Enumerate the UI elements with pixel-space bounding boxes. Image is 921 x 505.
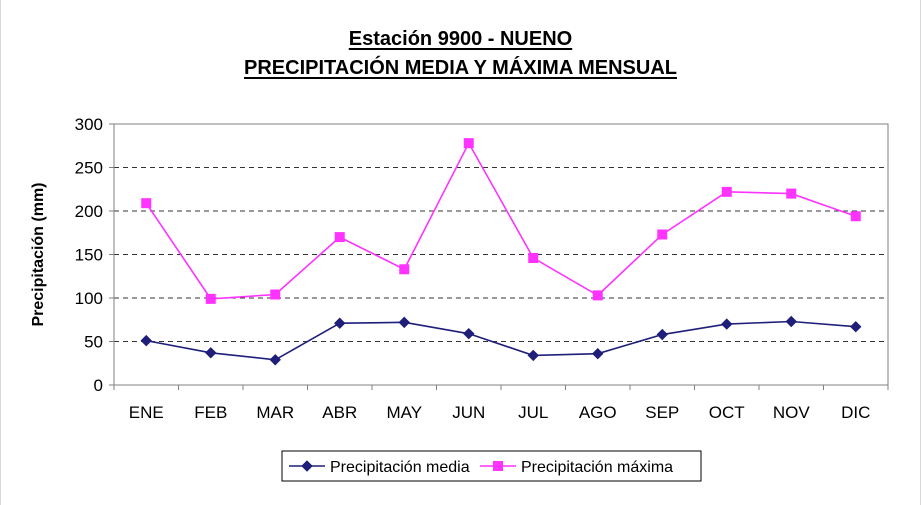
data-point bbox=[850, 321, 862, 333]
x-axis-ticks: ENE FEB MAR ABR MAY JUN JUL AGO SEP OCT NOV DIC bbox=[113, 385, 889, 422]
data-point bbox=[463, 138, 474, 149]
legend-label: Precipitación media bbox=[330, 459, 470, 476]
data-point bbox=[721, 318, 733, 330]
data-point bbox=[592, 347, 604, 360]
series-line bbox=[146, 320, 856, 361]
data-point bbox=[270, 289, 281, 300]
y-tick-label: 0 bbox=[94, 376, 103, 395]
x-tick-label: JUN bbox=[452, 403, 485, 422]
data-point bbox=[785, 315, 797, 328]
gridlines bbox=[114, 167, 888, 342]
data-point bbox=[399, 264, 410, 275]
x-tick-label: DIC bbox=[841, 403, 870, 422]
series-lines bbox=[140, 138, 862, 366]
data-point bbox=[140, 334, 152, 347]
x-tick-label: ENE bbox=[129, 403, 164, 422]
series-media bbox=[140, 315, 862, 366]
x-tick-label: JUL bbox=[518, 403, 548, 422]
data-point bbox=[269, 354, 281, 366]
y-tick-label: 150 bbox=[75, 246, 103, 265]
data-point bbox=[527, 349, 539, 362]
data-point bbox=[528, 252, 539, 263]
x-tick-label: OCT bbox=[709, 403, 745, 422]
x-tick-label: ABR bbox=[322, 403, 357, 422]
x-tick-label: MAR bbox=[256, 403, 294, 422]
data-point bbox=[205, 347, 217, 359]
y-tick-label: 50 bbox=[84, 333, 103, 352]
data-point bbox=[786, 188, 797, 199]
x-tick-label: MAY bbox=[386, 403, 422, 422]
legend-item: Precipitación media bbox=[289, 459, 470, 476]
left-edge-line bbox=[0, 0, 1, 505]
data-point bbox=[656, 328, 668, 341]
data-point bbox=[657, 229, 668, 240]
legend-item: Precipitación máxima bbox=[480, 459, 673, 476]
y-tick-label: 250 bbox=[75, 159, 103, 178]
data-point bbox=[850, 211, 861, 222]
x-tick-label: NOV bbox=[773, 403, 811, 422]
legend-label: Precipitación máxima bbox=[521, 459, 673, 476]
data-point bbox=[334, 232, 345, 243]
chart-subtitle: PRECIPITACIÓN MEDIA Y MÁXIMA MENSUAL bbox=[244, 57, 677, 79]
data-point bbox=[205, 293, 216, 304]
data-point bbox=[141, 198, 152, 209]
x-tick-label: SEP bbox=[645, 403, 679, 422]
data-point bbox=[463, 327, 475, 340]
data-point bbox=[334, 317, 346, 329]
data-point bbox=[398, 316, 410, 329]
series-maxima bbox=[141, 138, 861, 304]
data-point bbox=[592, 290, 603, 301]
chart-title: Estación 9900 - NUENO bbox=[348, 28, 573, 50]
y-tick-label: 300 bbox=[75, 115, 103, 134]
y-tick-label: 100 bbox=[75, 289, 103, 308]
y-tick-label: 200 bbox=[75, 202, 103, 221]
y-axis-label: Precipitación (mm) bbox=[30, 182, 47, 326]
x-tick-label: FEB bbox=[194, 403, 227, 422]
legend-marker bbox=[493, 461, 503, 471]
series-line bbox=[145, 141, 857, 300]
data-point bbox=[721, 186, 732, 197]
y-axis-ticks: 0 50 100 150 200 250 300 bbox=[75, 115, 114, 395]
legend-marker bbox=[301, 460, 313, 472]
x-tick-label: AGO bbox=[579, 403, 617, 422]
legend: Precipitación media Precipitación máxima bbox=[281, 450, 702, 482]
